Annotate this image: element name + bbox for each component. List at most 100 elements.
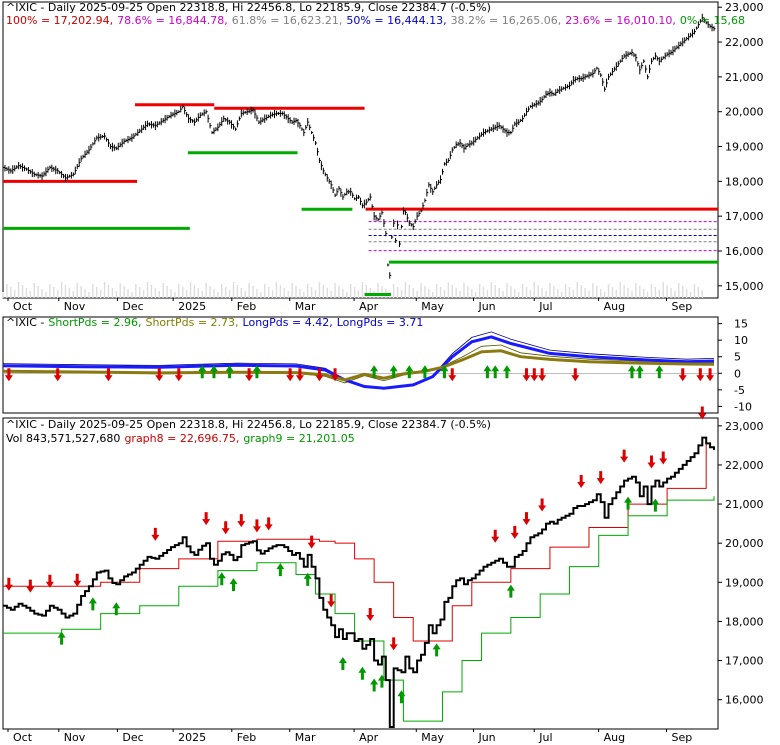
y-tick-label: -5 bbox=[734, 384, 745, 397]
legend-part: 38.2% = 16,265.06, bbox=[451, 14, 562, 27]
sell-arrow bbox=[538, 368, 547, 382]
y-tick-label: 19,000 bbox=[725, 576, 764, 589]
buy-arrow bbox=[389, 365, 398, 379]
y-tick-label: 16,000 bbox=[725, 245, 764, 258]
buy-arrow bbox=[635, 365, 644, 379]
sell-arrow bbox=[45, 574, 54, 588]
x-tick-label: Jul bbox=[538, 300, 552, 313]
sell-arrow bbox=[698, 406, 707, 420]
y-tick-label: 22,000 bbox=[725, 459, 764, 472]
legend-part: ^IXIC - bbox=[6, 316, 44, 329]
x-tick-label: Aug bbox=[604, 300, 625, 313]
price-panel: 15,000 16,000 17,000 18,000 19,000 20,000 21,0… bbox=[2, 1, 764, 313]
sell-arrow bbox=[491, 529, 500, 543]
y-tick-label: 20,000 bbox=[725, 537, 764, 550]
sell-arrow bbox=[659, 451, 668, 465]
legend-part: 23.6% = 16,010.10, bbox=[565, 14, 676, 27]
panel-legend: 100% = 17,202.94, 78.6% = 16,844.78, 61.8%… bbox=[6, 14, 745, 27]
sell-arrow bbox=[571, 368, 580, 382]
legend-part: LongPds = 4.42, bbox=[243, 316, 333, 329]
legend-part: LongPds = 3.71 bbox=[337, 316, 424, 329]
sell-arrow bbox=[620, 449, 629, 463]
y-tick-label: 17,000 bbox=[725, 210, 764, 223]
graph8-line bbox=[3, 437, 707, 642]
buy-arrow bbox=[405, 365, 414, 379]
buy-arrow bbox=[217, 572, 226, 586]
x-tick-label: Jun bbox=[477, 731, 495, 744]
x-tick-label: May bbox=[421, 731, 444, 744]
legend-part: Vol 843,571,527,680 bbox=[6, 432, 120, 445]
buy-arrow bbox=[276, 563, 285, 577]
legend-part: ShortPds = 2.96, bbox=[48, 316, 141, 329]
y-tick-label: 15,000 bbox=[725, 280, 764, 293]
y-tick-label: -10 bbox=[734, 400, 752, 413]
y-tick-label: 22,000 bbox=[725, 36, 764, 49]
legend-part: graph9 = 21,201.05 bbox=[243, 432, 354, 445]
panel-legend: Vol 843,571,527,680 graph8 = 22,696.75, gr… bbox=[6, 432, 355, 445]
legend-part: graph8 = 22,696.75, bbox=[124, 432, 239, 445]
legend-part: 100% = 17,202.94, bbox=[6, 14, 113, 27]
buy-arrow bbox=[209, 365, 218, 379]
buy-arrow bbox=[627, 365, 636, 379]
legend-part: 61.8% = 16,623.21, bbox=[232, 14, 343, 27]
sell-arrow bbox=[202, 512, 211, 526]
panel-frame bbox=[2, 316, 719, 414]
panel-legend: ^IXIC - ShortPds = 2.96, ShortPds = 2.73, L… bbox=[6, 316, 423, 329]
sell-arrow bbox=[221, 521, 230, 535]
panel-legend: ^IXIC - Daily 2025-09-25 Open 22318.8, H… bbox=[6, 1, 491, 14]
panel-legend: ^IXIC - Daily 2025-09-25 Open 22318.8, H… bbox=[6, 418, 491, 431]
buy-arrow bbox=[651, 498, 660, 512]
x-tick-label: 2025 bbox=[178, 300, 206, 313]
sell-arrow bbox=[522, 368, 531, 382]
x-tick-label: Feb bbox=[237, 300, 256, 313]
panel-frame bbox=[2, 1, 719, 299]
y-tick-label: 20,000 bbox=[725, 106, 764, 119]
buy-arrow bbox=[225, 365, 234, 379]
sell-arrow bbox=[327, 594, 336, 608]
x-tick-label: Oct bbox=[13, 300, 33, 313]
sell-arrow bbox=[315, 368, 324, 382]
x-tick-label: 2025 bbox=[178, 731, 206, 744]
buy-arrow bbox=[432, 643, 441, 657]
y-tick-label: 18,000 bbox=[725, 615, 764, 628]
sell-arrow bbox=[245, 368, 254, 382]
long-pds-line bbox=[2, 335, 715, 390]
buy-arrow bbox=[198, 365, 207, 379]
buy-arrow bbox=[483, 365, 492, 379]
panel-frame bbox=[2, 417, 719, 730]
y-tick-label: 23,000 bbox=[725, 420, 764, 433]
y-tick-label: 5 bbox=[734, 351, 741, 364]
x-tick-label: Sep bbox=[672, 300, 693, 313]
x-tick-label: Dec bbox=[122, 731, 143, 744]
buy-arrow bbox=[252, 365, 261, 379]
sell-arrow bbox=[4, 368, 13, 382]
x-tick-label: Apr bbox=[359, 731, 379, 744]
legend-part: ^IXIC - Daily 2025-09-25 Open 22318.8, H… bbox=[6, 418, 491, 431]
sell-arrow bbox=[389, 637, 398, 651]
guppy-panel: 16,000 17,000 18,000 19,000 20,000 21,000 22,0… bbox=[2, 406, 764, 744]
buy-arrow bbox=[491, 365, 500, 379]
y-tick-label: 21,000 bbox=[725, 71, 764, 84]
sell-arrow bbox=[538, 498, 547, 512]
sell-arrow bbox=[252, 519, 261, 533]
x-tick-label: Sep bbox=[672, 731, 693, 744]
x-tick-label: May bbox=[421, 300, 444, 313]
y-tick-label: 19,000 bbox=[725, 141, 764, 154]
x-tick-label: Oct bbox=[13, 731, 33, 744]
x-tick-label: Mar bbox=[295, 731, 316, 744]
legend-part: 50% = 16,444.13, bbox=[346, 14, 446, 27]
sell-arrow bbox=[596, 471, 605, 485]
sell-arrow bbox=[73, 573, 82, 587]
y-tick-label: 10 bbox=[734, 334, 748, 347]
x-tick-label: Nov bbox=[64, 300, 86, 313]
sell-arrow bbox=[448, 368, 457, 382]
sell-arrow bbox=[155, 368, 164, 382]
oscillator-panel: 15 10 5 0 -5 -10 ^IXIC - ShortPds = 2.96, ShortP… bbox=[2, 316, 752, 414]
sell-arrow bbox=[706, 368, 715, 382]
sell-arrow bbox=[678, 368, 687, 382]
sell-arrow bbox=[647, 455, 656, 469]
y-tick-label: 21,000 bbox=[725, 498, 764, 511]
sell-arrow bbox=[510, 525, 519, 539]
